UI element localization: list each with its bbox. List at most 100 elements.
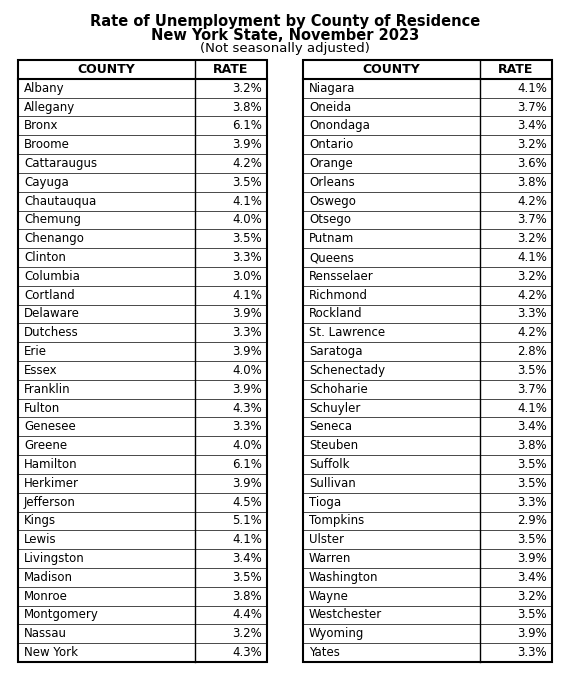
Text: Cayuga: Cayuga [24, 176, 69, 189]
Text: 3.7%: 3.7% [517, 214, 547, 226]
Text: Fulton: Fulton [24, 402, 60, 415]
Text: 6.1%: 6.1% [232, 119, 262, 132]
Text: 3.4%: 3.4% [517, 421, 547, 433]
Text: New York: New York [24, 646, 78, 659]
Text: 4.3%: 4.3% [232, 646, 262, 659]
Text: Suffolk: Suffolk [309, 458, 349, 471]
Text: Broome: Broome [24, 138, 70, 151]
Text: 3.4%: 3.4% [232, 552, 262, 565]
Text: 6.1%: 6.1% [232, 458, 262, 471]
Text: Rate of Unemployment by County of Residence: Rate of Unemployment by County of Reside… [90, 14, 480, 29]
Text: 3.9%: 3.9% [232, 307, 262, 320]
Text: Schenectady: Schenectady [309, 364, 385, 377]
Text: Ontario: Ontario [309, 138, 353, 151]
Text: Delaware: Delaware [24, 307, 80, 320]
Text: Montgomery: Montgomery [24, 609, 99, 621]
Text: 4.3%: 4.3% [232, 402, 262, 415]
Bar [18, 60, 267, 662]
Text: Rockland: Rockland [309, 307, 363, 320]
Text: Ulster: Ulster [309, 533, 344, 546]
Text: 4.2%: 4.2% [232, 157, 262, 170]
Text: 3.5%: 3.5% [518, 477, 547, 490]
Text: St. Lawrence: St. Lawrence [309, 326, 385, 339]
Text: RATE: RATE [213, 63, 249, 76]
Text: Jefferson: Jefferson [24, 495, 76, 509]
Text: 4.1%: 4.1% [232, 288, 262, 302]
Text: 3.8%: 3.8% [233, 100, 262, 113]
Text: 3.8%: 3.8% [233, 590, 262, 603]
Text: 3.7%: 3.7% [517, 383, 547, 396]
Text: 4.1%: 4.1% [517, 251, 547, 264]
Text: (Not seasonally adjusted): (Not seasonally adjusted) [200, 42, 370, 55]
Text: 4.0%: 4.0% [232, 214, 262, 226]
Text: 3.9%: 3.9% [232, 383, 262, 396]
Text: 4.1%: 4.1% [232, 533, 262, 546]
Text: Schoharie: Schoharie [309, 383, 368, 396]
Text: 3.9%: 3.9% [517, 627, 547, 640]
Text: Yates: Yates [309, 646, 340, 659]
Text: Sullivan: Sullivan [309, 477, 356, 490]
Text: 3.2%: 3.2% [517, 138, 547, 151]
Text: Chenango: Chenango [24, 233, 84, 245]
Text: 3.9%: 3.9% [232, 477, 262, 490]
Text: 3.3%: 3.3% [518, 307, 547, 320]
Text: Putnam: Putnam [309, 233, 354, 245]
Text: Queens: Queens [309, 251, 354, 264]
Text: Nassau: Nassau [24, 627, 67, 640]
Text: Seneca: Seneca [309, 421, 352, 433]
Text: 2.9%: 2.9% [517, 514, 547, 528]
Text: Genesee: Genesee [24, 421, 76, 433]
Text: 3.0%: 3.0% [233, 270, 262, 283]
Text: Rensselaer: Rensselaer [309, 270, 374, 283]
Text: Dutchess: Dutchess [24, 326, 79, 339]
Text: 3.2%: 3.2% [232, 627, 262, 640]
Text: Warren: Warren [309, 552, 351, 565]
Text: 3.5%: 3.5% [233, 233, 262, 245]
Text: Erie: Erie [24, 345, 47, 358]
Text: 3.3%: 3.3% [233, 251, 262, 264]
Text: Livingston: Livingston [24, 552, 85, 565]
Text: 3.2%: 3.2% [517, 270, 547, 283]
Text: 3.2%: 3.2% [517, 590, 547, 603]
Text: 5.1%: 5.1% [232, 514, 262, 528]
Text: 4.1%: 4.1% [517, 402, 547, 415]
Text: 3.4%: 3.4% [517, 119, 547, 132]
Text: 3.7%: 3.7% [517, 100, 547, 113]
Text: 3.9%: 3.9% [232, 345, 262, 358]
Text: 3.5%: 3.5% [233, 571, 262, 584]
Text: Kings: Kings [24, 514, 56, 528]
Text: Bronx: Bronx [24, 119, 59, 132]
Text: Onondaga: Onondaga [309, 119, 370, 132]
Text: Richmond: Richmond [309, 288, 368, 302]
Text: 3.3%: 3.3% [233, 421, 262, 433]
Text: RATE: RATE [498, 63, 534, 76]
Text: Oneida: Oneida [309, 100, 351, 113]
Text: Chautauqua: Chautauqua [24, 195, 96, 208]
Bar [303, 60, 552, 662]
Text: Washington: Washington [309, 571, 378, 584]
Text: 3.5%: 3.5% [518, 609, 547, 621]
Text: 3.3%: 3.3% [233, 326, 262, 339]
Text: 4.5%: 4.5% [232, 495, 262, 509]
Text: Otsego: Otsego [309, 214, 351, 226]
Text: 4.2%: 4.2% [517, 326, 547, 339]
Text: 3.8%: 3.8% [518, 439, 547, 452]
Text: Monroe: Monroe [24, 590, 68, 603]
Text: Franklin: Franklin [24, 383, 71, 396]
Text: 4.0%: 4.0% [232, 439, 262, 452]
Text: Wyoming: Wyoming [309, 627, 364, 640]
Text: Clinton: Clinton [24, 251, 66, 264]
Text: 3.2%: 3.2% [232, 82, 262, 95]
Text: Saratoga: Saratoga [309, 345, 363, 358]
Text: 4.2%: 4.2% [517, 288, 547, 302]
Text: Niagara: Niagara [309, 82, 355, 95]
Text: 3.3%: 3.3% [518, 646, 547, 659]
Text: Schuyler: Schuyler [309, 402, 360, 415]
Text: 3.9%: 3.9% [232, 138, 262, 151]
Text: Chemung: Chemung [24, 214, 81, 226]
Text: 3.5%: 3.5% [233, 176, 262, 189]
Text: Cortland: Cortland [24, 288, 75, 302]
Text: 3.5%: 3.5% [518, 533, 547, 546]
Text: Orange: Orange [309, 157, 353, 170]
Text: Herkimer: Herkimer [24, 477, 79, 490]
